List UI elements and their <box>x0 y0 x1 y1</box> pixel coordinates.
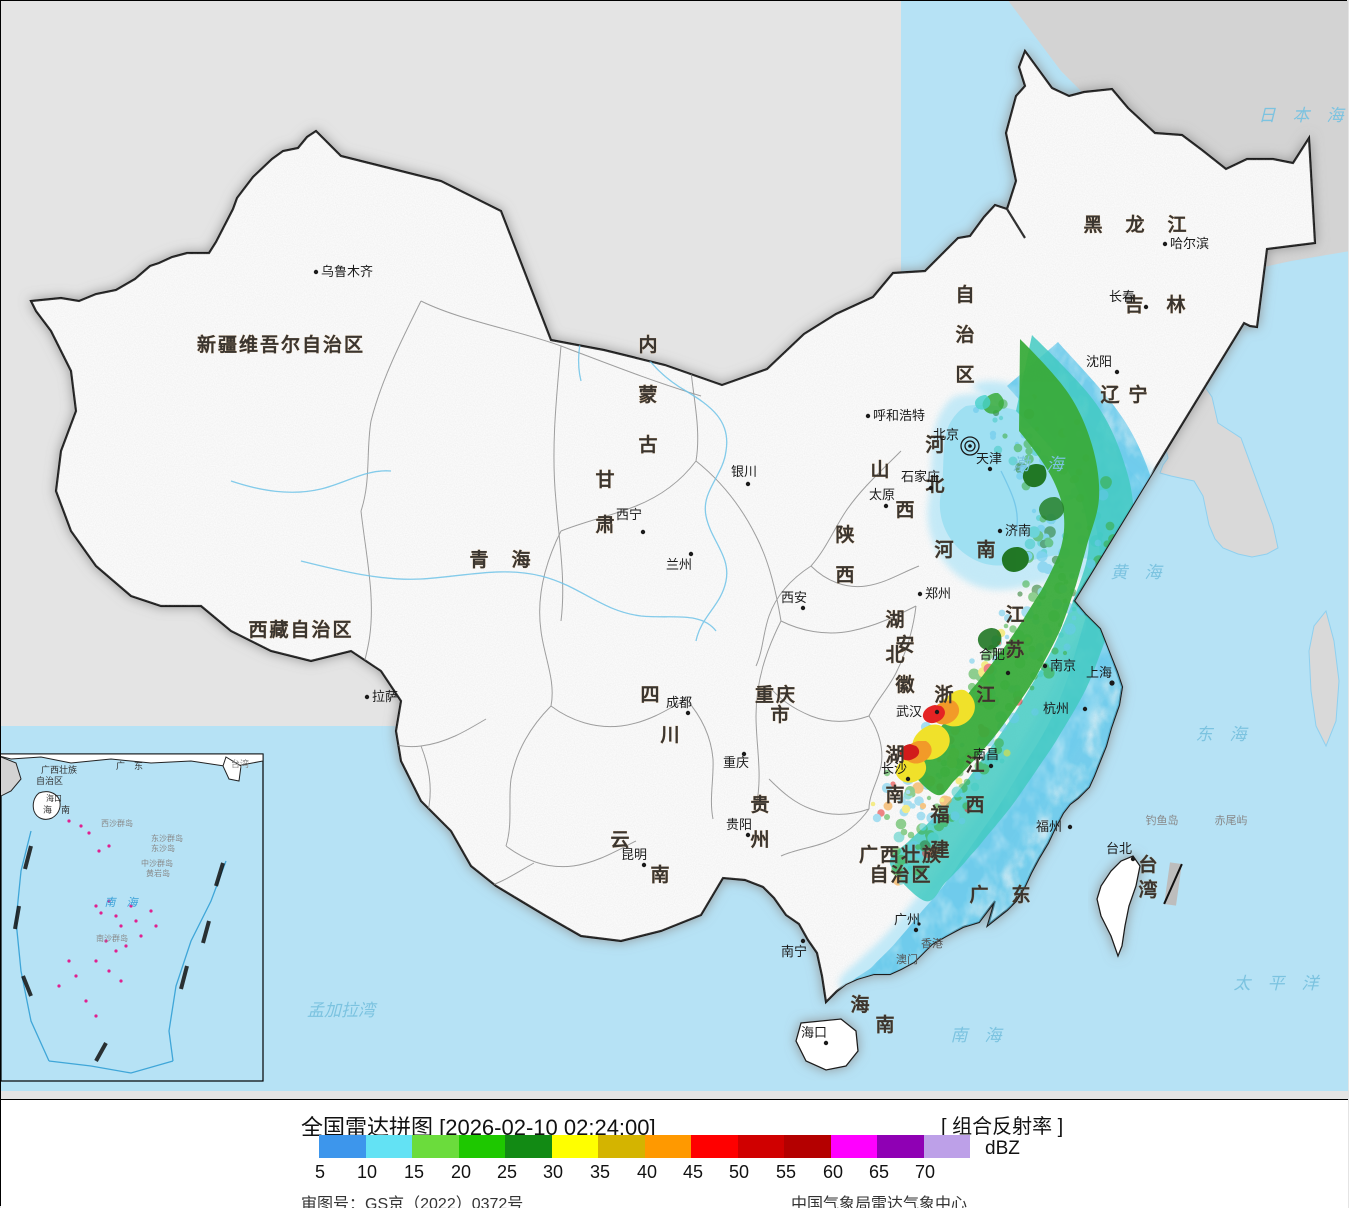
svg-text:广 东: 广 东 <box>116 760 143 771</box>
svg-text:沈阳: 沈阳 <box>1086 354 1112 369</box>
svg-text:重庆: 重庆 <box>755 683 797 706</box>
svg-text:东沙岛: 东沙岛 <box>151 843 175 853</box>
svg-text:广州: 广州 <box>894 912 920 927</box>
svg-text:天津: 天津 <box>976 451 1002 466</box>
svg-text:南宁: 南宁 <box>781 944 807 959</box>
svg-text:湖: 湖 <box>885 609 906 631</box>
svg-text:南 海: 南 海 <box>105 896 140 909</box>
svg-text:太原: 太原 <box>869 487 895 502</box>
svg-text:长沙: 长沙 <box>881 761 907 776</box>
svg-text:南沙群岛: 南沙群岛 <box>96 933 128 943</box>
svg-text:郑州: 郑州 <box>925 586 951 601</box>
svg-text:东 海: 东 海 <box>1196 725 1250 744</box>
svg-text:甘: 甘 <box>595 469 616 491</box>
svg-text:自治区: 自治区 <box>36 775 63 786</box>
svg-text:太 平 洋: 太 平 洋 <box>1234 974 1321 993</box>
svg-text:西沙群岛: 西沙群岛 <box>101 818 133 828</box>
svg-text:四: 四 <box>640 685 661 706</box>
svg-text:南 海: 南 海 <box>951 1026 1005 1045</box>
svg-text:中沙群岛: 中沙群岛 <box>141 858 173 868</box>
svg-text:赤尾屿: 赤尾屿 <box>1215 814 1248 827</box>
svg-text:南昌: 南昌 <box>973 747 999 762</box>
svg-text:上海: 上海 <box>1086 665 1112 680</box>
svg-text:福州: 福州 <box>1036 819 1062 834</box>
svg-text:台: 台 <box>1138 853 1159 876</box>
svg-text:济南: 济南 <box>1005 523 1031 538</box>
svg-text:州: 州 <box>750 829 771 851</box>
svg-text:台湾: 台湾 <box>231 758 249 769</box>
svg-text:黑 龙 江: 黑 龙 江 <box>1083 213 1188 236</box>
svg-text:自: 自 <box>955 283 976 306</box>
svg-text:钓鱼岛: 钓鱼岛 <box>1146 813 1179 827</box>
svg-text:自治区: 自治区 <box>869 863 932 886</box>
svg-text:海: 海 <box>850 993 871 1016</box>
svg-text:合肥: 合肥 <box>979 647 1005 662</box>
svg-text:武汉: 武汉 <box>896 704 922 719</box>
svg-text:徽: 徽 <box>894 673 916 696</box>
svg-text:香港: 香港 <box>921 937 943 950</box>
svg-text:苏: 苏 <box>1005 638 1026 661</box>
svg-text:蒙: 蒙 <box>638 384 659 406</box>
svg-text:拉萨: 拉萨 <box>372 689 398 704</box>
svg-text:重庆: 重庆 <box>723 755 749 770</box>
svg-text:肃: 肃 <box>595 513 616 536</box>
svg-text:澳门: 澳门 <box>896 952 918 966</box>
svg-text:西: 西 <box>895 500 916 521</box>
svg-text:西安: 西安 <box>781 590 807 605</box>
svg-text:石家庄: 石家庄 <box>901 469 940 484</box>
svg-text:广 东: 广 东 <box>969 883 1032 906</box>
svg-text:西藏自治区: 西藏自治区 <box>248 618 353 641</box>
svg-text:内: 内 <box>638 333 659 356</box>
svg-text:建: 建 <box>930 838 951 861</box>
svg-text:陕: 陕 <box>835 523 856 546</box>
svg-text:海 南: 海 南 <box>43 804 70 815</box>
svg-text:海口: 海口 <box>46 793 62 803</box>
svg-text:市: 市 <box>770 703 791 726</box>
svg-text:日 本 海: 日 本 海 <box>1259 106 1347 125</box>
svg-text:宁: 宁 <box>1128 383 1149 406</box>
svg-text:西宁: 西宁 <box>616 507 642 522</box>
svg-text:北: 北 <box>885 644 906 666</box>
svg-text:治: 治 <box>955 323 976 346</box>
svg-text:孟加拉湾: 孟加拉湾 <box>307 1001 378 1020</box>
svg-text:北京: 北京 <box>933 427 959 442</box>
svg-text:贵阳: 贵阳 <box>726 817 752 832</box>
svg-text:青 海: 青 海 <box>469 548 532 571</box>
svg-text:贵: 贵 <box>750 794 771 816</box>
svg-text:江: 江 <box>1005 604 1026 626</box>
svg-text:西: 西 <box>835 565 856 586</box>
svg-text:昆明: 昆明 <box>621 847 647 862</box>
svg-text:东沙群岛: 东沙群岛 <box>151 833 183 843</box>
svg-text:河 南: 河 南 <box>934 539 997 561</box>
svg-text:南: 南 <box>885 784 906 806</box>
svg-text:川: 川 <box>659 725 681 746</box>
svg-text:区: 区 <box>955 365 976 386</box>
svg-text:黄岩岛: 黄岩岛 <box>146 868 170 878</box>
svg-text:广西壮族: 广西壮族 <box>41 764 77 775</box>
svg-text:渤 海: 渤 海 <box>1013 455 1067 474</box>
svg-text:黄 海: 黄 海 <box>1111 563 1165 582</box>
svg-text:杭州: 杭州 <box>1043 701 1069 716</box>
svg-text:成都: 成都 <box>666 695 692 710</box>
svg-text:新疆维吾尔自治区: 新疆维吾尔自治区 <box>197 333 365 356</box>
svg-text:南: 南 <box>650 864 671 886</box>
svg-text:哈尔滨: 哈尔滨 <box>1170 236 1209 251</box>
svg-text:呼和浩特: 呼和浩特 <box>873 408 925 423</box>
svg-text:海口: 海口 <box>801 1025 827 1040</box>
svg-text:南京: 南京 <box>1050 658 1076 673</box>
svg-text:古: 古 <box>638 433 659 456</box>
svg-text:银川: 银川 <box>731 464 757 479</box>
svg-text:乌鲁木齐: 乌鲁木齐 <box>321 264 373 279</box>
svg-text:湾: 湾 <box>1138 878 1159 901</box>
svg-text:南: 南 <box>875 1014 896 1036</box>
svg-text:山: 山 <box>870 459 891 481</box>
svg-text:台北: 台北 <box>1106 841 1132 856</box>
svg-text:福: 福 <box>929 803 951 826</box>
svg-text:西: 西 <box>965 795 986 816</box>
svg-text:浙 江: 浙 江 <box>934 683 997 706</box>
svg-text:长春: 长春 <box>1109 289 1135 304</box>
svg-text:辽: 辽 <box>1100 384 1121 406</box>
svg-text:兰州: 兰州 <box>666 557 692 572</box>
